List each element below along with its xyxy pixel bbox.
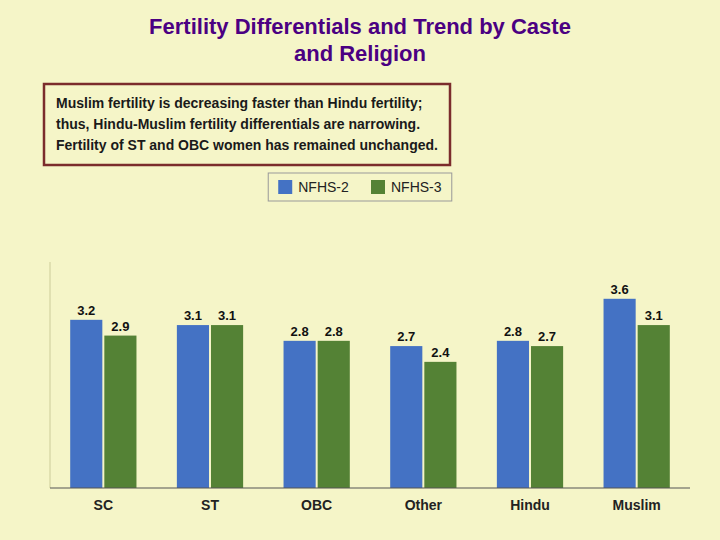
data-label: 2.7	[538, 329, 556, 344]
subtitle-line: Muslim fertility is decreasing faster th…	[56, 95, 422, 111]
legend-label: NFHS-3	[391, 179, 442, 195]
x-tick-label: ST	[201, 497, 219, 513]
data-label: 3.2	[77, 303, 95, 318]
x-tick-labels: SC ST OBC Other Hindu Muslim	[94, 497, 661, 513]
data-label: 2.8	[504, 324, 522, 339]
bar	[604, 299, 636, 488]
bar	[211, 325, 243, 488]
title-line: and Religion	[294, 41, 426, 66]
legend-label: NFHS-2	[298, 179, 349, 195]
chart-svg: Fertility Differentials and Trend by Cas…	[0, 0, 720, 540]
bar	[531, 346, 563, 488]
x-tick-label: Muslim	[613, 497, 661, 513]
bar	[284, 341, 316, 488]
bar	[638, 325, 670, 488]
bar	[177, 325, 209, 488]
bar	[70, 320, 102, 488]
legend-swatch	[278, 180, 292, 194]
subtitle-line: thus, Hindu-Muslim fertility differentia…	[56, 116, 420, 132]
legend-item: NFHS-2	[278, 179, 349, 195]
legend-item: NFHS-3	[371, 179, 442, 195]
bar	[104, 336, 136, 488]
x-tick-label: OBC	[301, 497, 332, 513]
data-label: 2.7	[397, 329, 415, 344]
legend-swatch	[371, 180, 385, 194]
y-range-line	[50, 262, 51, 488]
title: Fertility Differentials and Trend by Cas…	[149, 14, 571, 66]
bars	[70, 299, 670, 488]
data-label: 3.1	[645, 308, 663, 323]
data-label: 2.9	[111, 319, 129, 334]
chart-container: Fertility Differentials and Trend by Cas…	[0, 0, 720, 540]
x-axis-line	[50, 487, 690, 488]
data-label: 2.8	[291, 324, 309, 339]
legend-frame	[268, 173, 452, 201]
background	[0, 0, 720, 540]
bar	[424, 362, 456, 488]
bar	[497, 341, 529, 488]
data-label: 2.4	[431, 345, 450, 360]
subtitle: Muslim fertility is decreasing faster th…	[56, 95, 438, 153]
data-labels: 3.2 2.9 3.1 3.1 2.8 2.8 2.7 2.4 2.8 2.7 3.6 3.1	[77, 282, 663, 360]
data-label: 2.8	[325, 324, 343, 339]
x-tick-label: Other	[405, 497, 443, 513]
bar	[318, 341, 350, 488]
x-tick-label: Hindu	[510, 497, 550, 513]
data-label: 3.1	[218, 308, 236, 323]
x-tick-label: SC	[94, 497, 113, 513]
data-label: 3.1	[184, 308, 202, 323]
subtitle-line: Fertility of ST and OBC women has remain…	[56, 137, 438, 153]
title-line: Fertility Differentials and Trend by Cas…	[149, 14, 571, 39]
legend: NFHS-2 NFHS-3	[268, 173, 452, 201]
bar	[390, 346, 422, 488]
data-label: 3.6	[611, 282, 629, 297]
subtitle-box	[44, 84, 450, 165]
